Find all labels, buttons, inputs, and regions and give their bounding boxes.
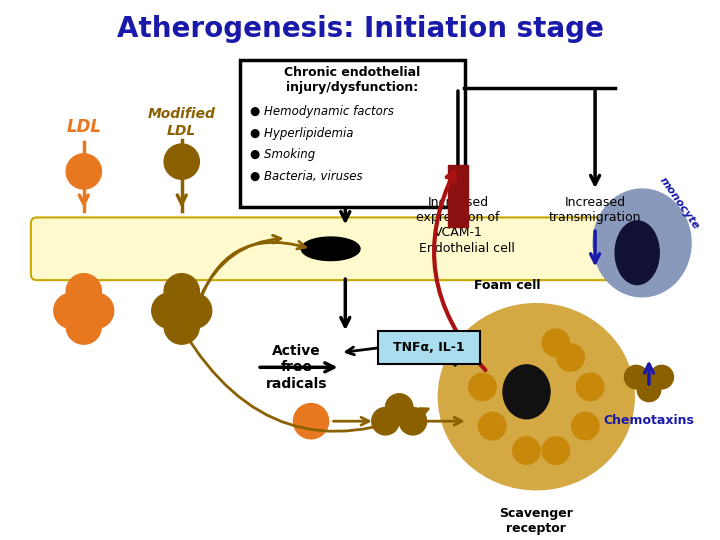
Text: monocyte: monocyte [657,176,701,232]
Circle shape [650,366,673,389]
Text: Modified
LDL: Modified LDL [148,107,216,138]
Circle shape [577,373,604,401]
Circle shape [66,274,102,309]
Circle shape [78,293,114,328]
Circle shape [66,154,102,189]
Text: Foam cell: Foam cell [474,279,540,292]
Circle shape [152,293,187,328]
Circle shape [557,344,585,371]
Ellipse shape [301,237,360,261]
Text: ● Smoking: ● Smoking [251,148,315,161]
Text: Scavenger
receptor: Scavenger receptor [500,508,573,535]
Text: LDL: LDL [66,118,102,136]
Text: Increased
expression of
VCAM-1: Increased expression of VCAM-1 [416,196,500,239]
Ellipse shape [503,365,550,418]
Circle shape [572,413,599,440]
Circle shape [176,293,212,328]
Text: ● Hyperlipidemia: ● Hyperlipidemia [251,127,354,140]
Circle shape [542,329,570,356]
FancyBboxPatch shape [240,60,465,207]
Circle shape [385,394,413,421]
FancyBboxPatch shape [31,218,621,280]
Circle shape [164,274,199,309]
Bar [448,165,468,227]
Ellipse shape [438,303,634,490]
Text: ● Bacteria, viruses: ● Bacteria, viruses [251,170,363,183]
Circle shape [479,413,506,440]
Text: ● Hemodynamic factors: ● Hemodynamic factors [251,105,394,118]
Ellipse shape [593,189,691,297]
Circle shape [624,366,648,389]
Text: Active
free
radicals: Active free radicals [266,344,327,390]
Text: Chronic endothelial
injury/dysfunction:: Chronic endothelial injury/dysfunction: [284,66,420,94]
Circle shape [164,144,199,179]
Circle shape [399,408,427,435]
Circle shape [164,309,199,344]
Text: Increased
transmigration: Increased transmigration [549,196,642,224]
Circle shape [469,373,496,401]
Circle shape [372,408,399,435]
Circle shape [54,293,89,328]
Text: Chemotaxins: Chemotaxins [603,414,694,427]
Ellipse shape [615,221,660,285]
Circle shape [513,437,540,464]
Circle shape [66,309,102,344]
Circle shape [637,378,661,402]
Text: Atherogenesis: Initiation stage: Atherogenesis: Initiation stage [117,15,603,43]
FancyBboxPatch shape [377,331,480,364]
Circle shape [293,403,328,439]
Text: TNFα, IL-1: TNFα, IL-1 [392,341,464,354]
Text: Endothelial cell: Endothelial cell [419,242,515,255]
Circle shape [542,437,570,464]
